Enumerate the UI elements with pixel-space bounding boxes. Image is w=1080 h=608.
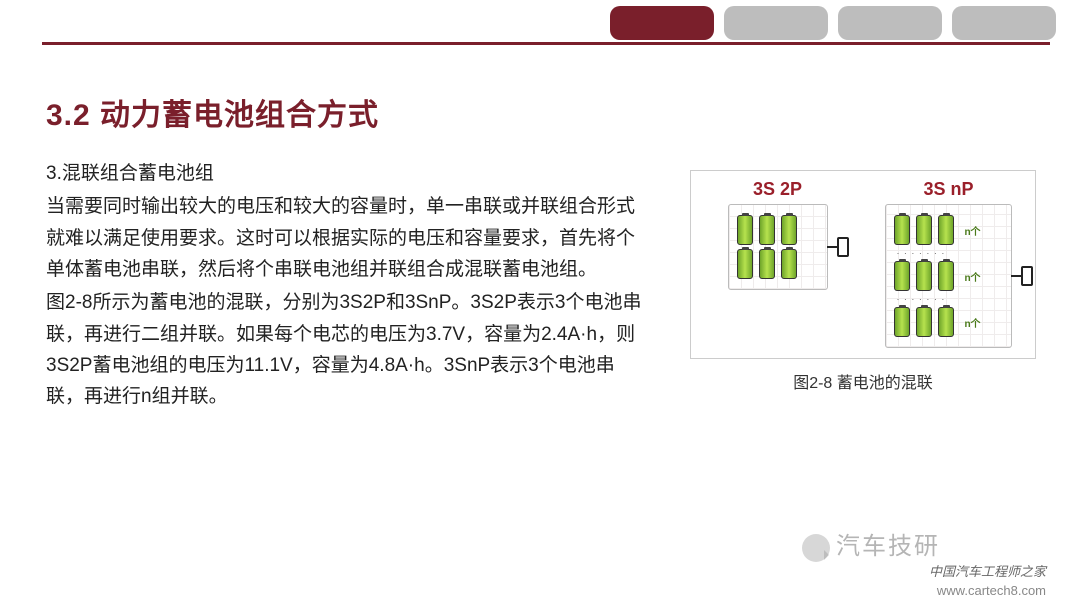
paragraph: 当需要同时输出较大的电压和较大的容量时，单一串联或并联组合形式就难以满足使用要求… [46,191,646,285]
battery-cell-icon [737,249,753,279]
tab-active [610,6,714,40]
panel-label: 3S nP [923,179,973,200]
tab-inactive [724,6,828,40]
paragraph-subtitle: 3.混联组合蓄电池组 [46,158,646,189]
battery-cell-icon [894,261,910,291]
battery-row: n个 [894,215,980,245]
paragraph: 图2-8所示为蓄电池的混联，分别为3S2P和3SnP。3S2P表示3个电池串联，… [46,287,646,412]
panel-label: 3S 2P [753,179,802,200]
battery-cell-icon [781,215,797,245]
battery-row [737,215,797,245]
row-count-note: n个 [964,269,980,284]
battery-cell-icon [781,249,797,279]
ellipsis-icon: · · · · · · · [896,249,980,257]
wire-icon [1011,275,1021,277]
body-text: 3.混联组合蓄电池组 当需要同时输出较大的电压和较大的容量时，单一串联或并联组合… [46,158,646,415]
battery-cell-icon [916,261,932,291]
row-count-note: n个 [964,223,980,238]
battery-grid-right: n个 · · · · · · · n个 · · · · · · · [885,204,1011,348]
terminal-icon [837,237,849,257]
battery-cell-icon [938,215,954,245]
battery-cell-icon [759,249,775,279]
battery-row [737,249,797,279]
watermark-subtitle: 中国汽车工程师之家 [929,561,1046,580]
panel-3snp: 3S nP n个 · · · · · · · n个 [870,179,1027,348]
battery-cell-icon [759,215,775,245]
battery-cell-icon [938,307,954,337]
panel-3s2p: 3S 2P [699,179,856,348]
battery-cell-icon [894,307,910,337]
battery-cell-icon [938,261,954,291]
watermark-url: www.cartech8.com [937,583,1046,598]
battery-row: n个 [894,307,980,337]
tab-bar [610,6,1056,40]
row-count-note: n个 [964,315,980,330]
watermark-brand-text: 汽车技研 [836,533,940,560]
ellipsis-icon: · · · · · · · [896,295,980,303]
battery-cell-icon [737,215,753,245]
tab-inactive [952,6,1056,40]
figure-caption: 图2-8 蓄电池的混联 [690,369,1036,393]
battery-grid-left [728,204,828,290]
wire-icon [827,246,837,248]
battery-cell-icon [916,215,932,245]
header-underline [42,42,1050,45]
battery-row: n个 [894,261,980,291]
watermark-brand: 汽车技研 [802,526,940,562]
figure-2-8: 3S 2P 3S nP [690,170,1036,393]
battery-cell-icon [916,307,932,337]
battery-cell-icon [894,215,910,245]
section-heading: 3.2 动力蓄电池组合方式 [46,90,379,134]
figure-panels: 3S 2P 3S nP [690,170,1036,359]
slide: 3.2 动力蓄电池组合方式 3.混联组合蓄电池组 当需要同时输出较大的电压和较大… [0,0,1080,608]
wechat-icon [802,534,830,562]
terminal-icon [1021,266,1033,286]
tab-inactive [838,6,942,40]
